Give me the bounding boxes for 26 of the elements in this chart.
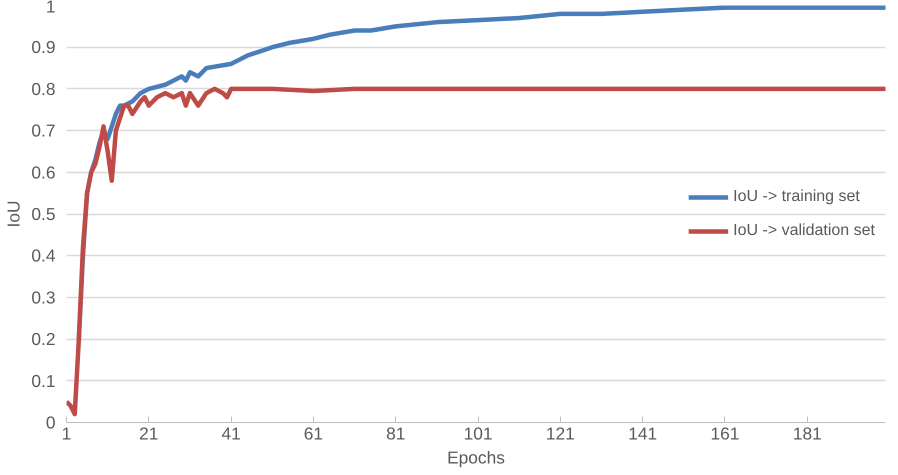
y-tick-label: 0.9 xyxy=(31,37,56,58)
x-tick-label: 101 xyxy=(464,424,493,444)
x-tick-label: 161 xyxy=(710,424,740,444)
x-tick-label: 141 xyxy=(628,424,658,444)
y-tick-label: 0.5 xyxy=(31,204,56,224)
y-tick-label: 0.3 xyxy=(31,287,56,308)
y-tick-label: 0.7 xyxy=(31,120,56,141)
legend-label: IoU -> validation set xyxy=(733,222,875,240)
x-tick-label: 61 xyxy=(304,424,324,444)
y-tick-label: 0.4 xyxy=(31,246,56,266)
y-tick-label: 0.1 xyxy=(31,370,56,391)
x-tick-label: 81 xyxy=(386,424,406,444)
x-tick-label: 1 xyxy=(62,424,72,444)
legend-label: IoU -> training set xyxy=(733,188,860,206)
y-tick-label: 0.8 xyxy=(31,78,56,99)
x-tick-label: 121 xyxy=(546,424,575,444)
y-tick-label: 0.6 xyxy=(31,162,56,182)
y-tick-label: 0.2 xyxy=(31,329,56,350)
line-series xyxy=(66,86,886,416)
x-tick-label: 181 xyxy=(792,424,822,444)
x-tick-label: 41 xyxy=(221,424,241,444)
y-tick-label: 1 xyxy=(46,0,56,16)
y-tick-label: 0 xyxy=(46,412,56,432)
y-axis-title: IoU xyxy=(3,200,24,228)
x-tick-label: 21 xyxy=(139,424,158,444)
x-axis-title: Epochs xyxy=(447,448,506,468)
